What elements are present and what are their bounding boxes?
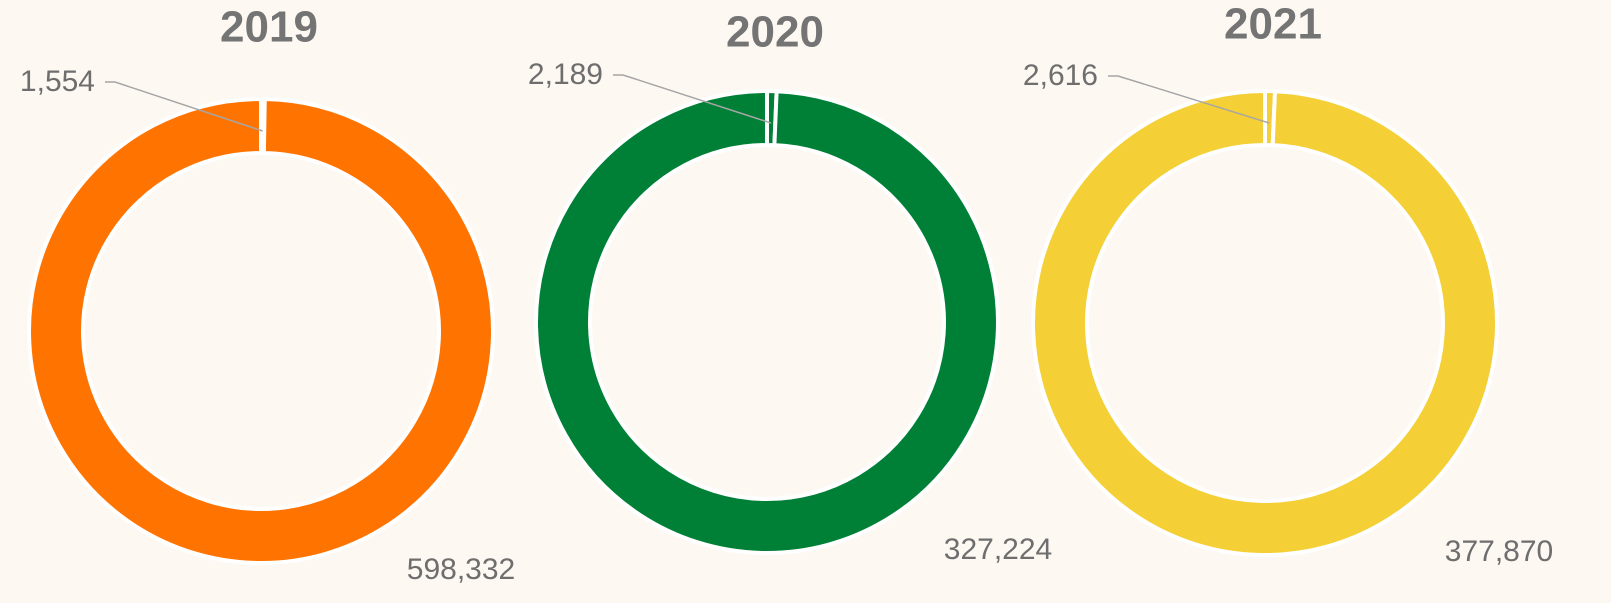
donut-slice [534,88,1000,555]
data-label: 2,189 [528,58,603,91]
chart-title: 2021 [1224,0,1322,49]
data-label: 598,332 [407,553,515,586]
leader-line [105,81,263,132]
data-label: 2,616 [1023,59,1098,92]
data-label: 377,870 [1445,535,1553,568]
data-label: 327,224 [944,533,1052,566]
donut-slice [1031,88,1499,557]
data-label: 1,554 [20,65,95,98]
chart-title: 2019 [220,3,318,52]
chart-title: 2020 [726,8,824,57]
leader-line [1108,75,1270,124]
leader-line [613,74,772,124]
donut-slice [27,96,495,565]
